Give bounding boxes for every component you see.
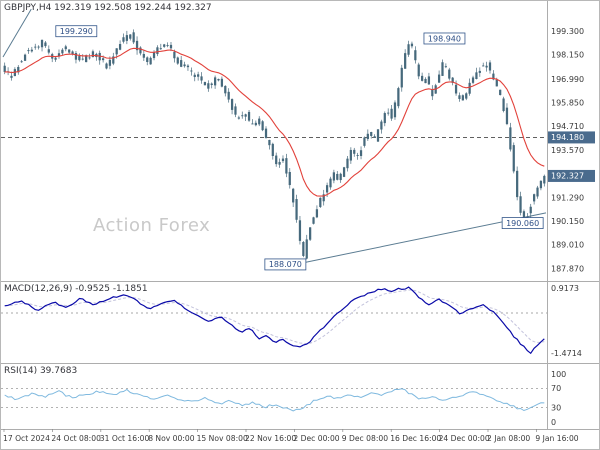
date-label: 31 Oct 16:00	[100, 434, 150, 443]
candlesticks	[3, 29, 546, 260]
price-axis-label: 199.300	[551, 27, 584, 36]
macd-indicator-header: MACD(12,26,9) -0.9525 -1.1851	[4, 284, 148, 294]
price-annotation-label: 188.070	[269, 260, 302, 269]
macd-signal-line	[4, 289, 545, 345]
date-label: 24 Oct 08:00	[51, 434, 101, 443]
price-axis-label: 191.290	[551, 193, 584, 202]
rsi-line	[4, 388, 545, 412]
moving-average-line	[4, 47, 545, 197]
symbol-ohlc-header: GBPJPY,H4 192.319 192.508 192.244 192.32…	[4, 3, 212, 13]
date-label: 2 Jan 08:00	[487, 434, 530, 443]
price-axis-label: 198.150	[551, 51, 584, 60]
price-axis-label: 195.850	[551, 99, 584, 108]
axis-price-box	[548, 131, 595, 144]
price-axis-label: 189.010	[551, 241, 584, 250]
date-label: 15 Nov 08:00	[197, 434, 248, 443]
axis-price-box-label: 192.327	[551, 172, 584, 181]
date-label: 24 Dec 00:00	[439, 434, 490, 443]
date-label: 17 Oct 2024	[3, 434, 50, 443]
price-annotation-box[interactable]	[501, 217, 544, 229]
trendline[interactable]	[2, 8, 32, 58]
price-annotation-box[interactable]	[423, 32, 466, 45]
price-axis-label: 193.570	[551, 146, 584, 155]
date-label: 9 Jan 16:00	[535, 434, 578, 443]
rsi-axis-label: 70	[551, 384, 561, 393]
macd-axis-label: -1.4714	[551, 349, 582, 358]
axis-price-box-label: 194.180	[551, 133, 584, 142]
price-axis-label: 190.150	[551, 217, 584, 226]
date-label: 2 Dec 00:00	[293, 434, 339, 443]
watermark: Action Forex	[93, 215, 211, 236]
price-axis-label: 196.990	[551, 75, 584, 84]
axis-price-box	[548, 169, 595, 182]
date-label: 16 Dec 16:00	[390, 434, 441, 443]
rsi-axis-label: 100	[551, 370, 566, 379]
price-annotation-label: 190.060	[506, 219, 539, 228]
price-annotation-label: 198.940	[428, 34, 461, 43]
rsi-axis-label: 0	[551, 418, 556, 427]
price-axis-label: 187.870	[551, 264, 584, 273]
date-label: 9 Dec 08:00	[342, 434, 388, 443]
price-annotation-box[interactable]	[264, 258, 307, 271]
price-axis-label: 194.710	[551, 122, 584, 131]
date-label: 8 Nov 00:00	[148, 434, 195, 443]
date-label: 22 Nov 16:00	[245, 434, 296, 443]
rsi-indicator-header: RSI(14) 39.7683	[4, 366, 78, 376]
price-annotation-label: 199.290	[60, 27, 93, 36]
rsi-axis-label: 30	[551, 403, 561, 412]
price-annotation-box[interactable]	[55, 25, 98, 38]
macd-line	[4, 286, 545, 355]
macd-axis-label: 0.9173	[551, 284, 579, 293]
